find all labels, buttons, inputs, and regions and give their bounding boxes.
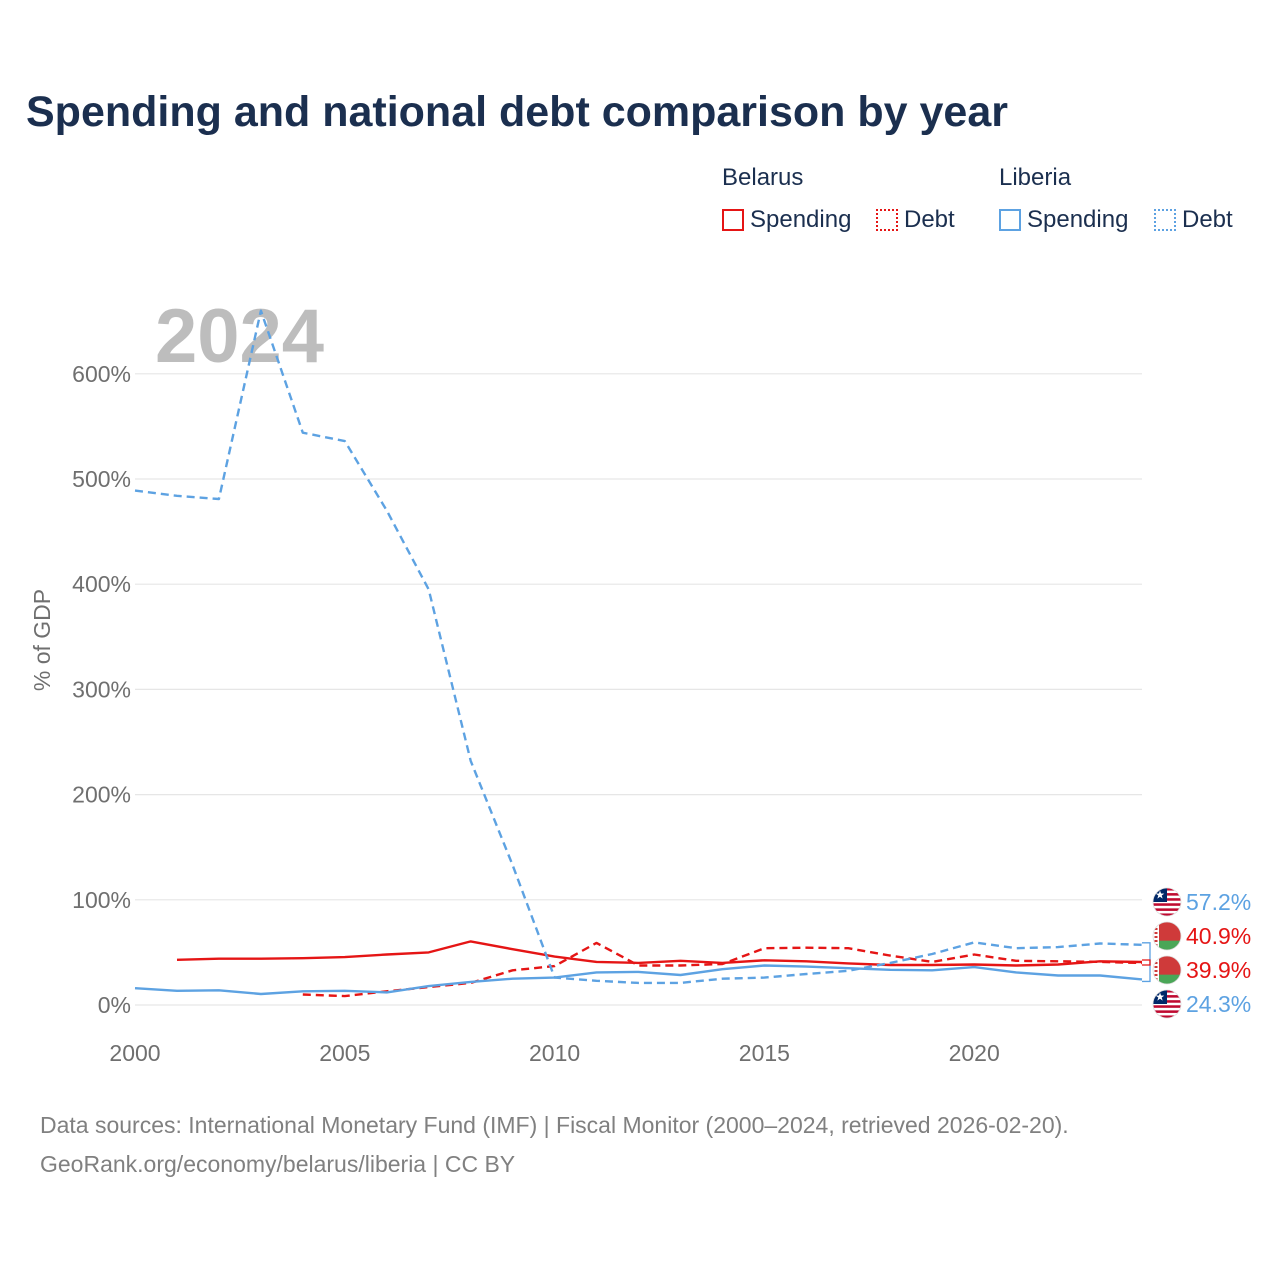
y-tick-label: 0% <box>98 992 131 1018</box>
y-tick-label: 300% <box>72 676 131 702</box>
data-source: Data sources: International Monetary Fun… <box>40 1106 1069 1184</box>
liberia-flag-icon <box>1152 887 1182 917</box>
x-tick-label: 2000 <box>109 1040 160 1066</box>
source-line-1: Data sources: International Monetary Fun… <box>40 1112 1069 1138</box>
y-tick-label: 500% <box>72 466 131 492</box>
x-tick-label: 2020 <box>949 1040 1000 1066</box>
series-line-belarus-debt <box>302 941 1143 998</box>
end-value-label: 24.3% <box>1186 991 1251 1017</box>
legend-label: Debt <box>1182 206 1233 233</box>
flag-ornament <box>1154 948 1158 950</box>
flag-ornament <box>1154 940 1158 942</box>
flag-ornament <box>1154 982 1158 984</box>
legend-label: Spending <box>750 206 852 233</box>
chart-title: Spending and national debt comparison by… <box>26 88 1008 136</box>
legend-label: Debt <box>904 206 955 233</box>
belarus-flag-icon <box>1152 955 1182 985</box>
flag-stripe <box>1153 1015 1181 1018</box>
flag-body <box>1153 956 1181 984</box>
flag-outline <box>1152 921 1182 951</box>
legend-item-liberia-debt[interactable]: Debt <box>1154 204 1233 236</box>
flag-ornament <box>1154 974 1158 976</box>
flag-ornament <box>1154 970 1158 972</box>
end-value-label: 40.9% <box>1186 923 1251 949</box>
y-tick-label: 400% <box>72 571 131 597</box>
belarus-flag-icon <box>1152 921 1182 951</box>
flag-ornament <box>1154 928 1158 930</box>
end-value-label: 57.2% <box>1186 889 1251 915</box>
flag-stripe <box>1153 1005 1181 1008</box>
flag-ornament <box>1154 936 1158 938</box>
flag-outline <box>1152 989 1182 1019</box>
flag-stripe <box>1153 913 1181 916</box>
flag-ornament <box>1154 966 1158 968</box>
flag-stripe <box>1153 1010 1181 1013</box>
year-label: 2024 <box>155 294 324 379</box>
legend-swatch-solid-icon <box>722 209 744 231</box>
flag-outline <box>1152 887 1182 917</box>
x-tick-label: 2015 <box>739 1040 790 1066</box>
end-value-label: 39.9% <box>1186 957 1251 983</box>
end-bracket-liberia <box>1142 942 1151 983</box>
legend-label: Spending <box>1027 206 1129 233</box>
series-line-liberia-debt <box>134 309 1143 985</box>
flag-body <box>1153 922 1181 950</box>
legend-country-belarus: Belarus <box>722 164 804 191</box>
legend-item-belarus-debt[interactable]: Debt <box>876 204 955 236</box>
flag-ornament <box>1154 962 1158 964</box>
series-line-belarus-spending <box>176 940 1143 967</box>
end-bracket-belarus <box>1142 959 1151 966</box>
flag-stripe <box>1153 908 1181 911</box>
legend-swatch-dotted-icon <box>876 209 898 231</box>
y-tick-label: 100% <box>72 887 131 913</box>
series-line-liberia-spending <box>134 964 1143 996</box>
x-tick-label: 2010 <box>529 1040 580 1066</box>
flag-green <box>1153 940 1181 950</box>
y-tick-label: 200% <box>72 782 131 808</box>
y-axis-label: % of GDP <box>29 589 55 691</box>
flag-green <box>1153 974 1181 984</box>
source-line-2[interactable]: GeoRank.org/economy/belarus/liberia | CC… <box>40 1151 516 1177</box>
flag-star <box>1155 992 1165 1001</box>
flag-ornament <box>1154 932 1158 934</box>
flag-star <box>1155 890 1165 899</box>
legend-swatch-dotted-icon <box>1154 209 1176 231</box>
legend-item-liberia-spending[interactable]: Spending <box>999 204 1128 236</box>
flag-stripe <box>1153 903 1181 906</box>
y-tick-label: 600% <box>72 361 131 387</box>
legend-item-belarus-spending[interactable]: Spending <box>722 204 851 236</box>
liberia-flag-icon <box>1152 989 1182 1019</box>
x-tick-label: 2005 <box>319 1040 370 1066</box>
flag-outline <box>1152 955 1182 985</box>
flag-body <box>1153 990 1181 1018</box>
legend-country-liberia: Liberia <box>999 164 1072 191</box>
legend-swatch-solid-icon <box>999 209 1021 231</box>
flag-body <box>1153 888 1181 916</box>
